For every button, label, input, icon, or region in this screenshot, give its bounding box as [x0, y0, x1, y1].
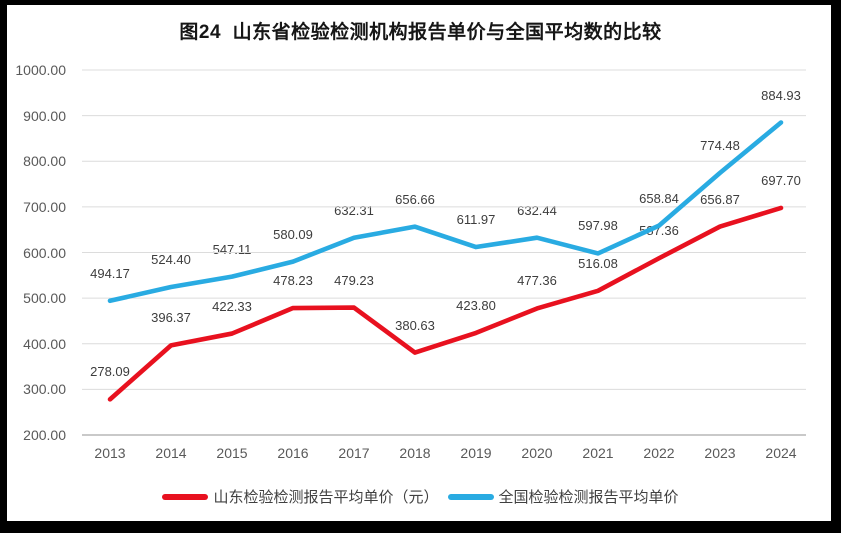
x-axis-tick: 2023 — [704, 445, 736, 461]
y-axis-tick: 800.00 — [23, 153, 66, 170]
x-axis-tick: 2018 — [399, 445, 431, 461]
legend-item-shandong: 山东检验检测报告平均单价（元） — [162, 486, 439, 507]
x-axis-tick: 2013 — [94, 445, 126, 461]
legend-label-national: 全国检验检测报告平均单价 — [498, 489, 679, 506]
data-label: 494.17 — [90, 265, 130, 281]
legend-swatch-shandong-icon — [162, 493, 209, 500]
series-line-shandong — [107, 205, 784, 402]
x-axis-tick: 2024 — [765, 445, 797, 461]
data-label: 278.09 — [90, 364, 130, 380]
legend-item-national: 全国检验检测报告平均单价 — [447, 486, 679, 507]
x-axis-tick: 2014 — [155, 445, 187, 461]
data-label: 587.36 — [639, 223, 679, 239]
data-label: 656.66 — [395, 191, 435, 207]
y-axis-tick: 300.00 — [23, 381, 66, 398]
x-axis-tick: 2020 — [521, 445, 553, 461]
y-axis-tick: 1000.00 — [15, 62, 66, 78]
legend-label-shandong: 山东检验检测报告平均单价（元） — [213, 489, 439, 506]
y-axis-tick: 500.00 — [23, 290, 66, 307]
data-label: 597.98 — [578, 218, 618, 234]
data-label: 516.08 — [578, 255, 618, 271]
data-label: 477.36 — [517, 273, 557, 289]
x-axis-tick: 2021 — [582, 445, 614, 461]
data-label: 697.70 — [761, 172, 801, 188]
data-label: 479.23 — [334, 272, 374, 288]
data-label: 580.09 — [273, 226, 313, 242]
data-label: 380.63 — [395, 317, 435, 333]
x-axis-tick: 2016 — [277, 445, 309, 461]
data-label: 396.37 — [151, 310, 191, 326]
x-axis-tick: 2022 — [643, 445, 675, 461]
data-label: 658.84 — [639, 190, 679, 206]
y-axis-tick: 600.00 — [23, 244, 66, 261]
data-label: 656.87 — [700, 191, 740, 207]
data-label: 422.33 — [212, 298, 252, 314]
x-axis-tick: 2019 — [460, 445, 492, 461]
data-label: 423.80 — [456, 297, 496, 313]
legend-swatch-national-icon — [447, 493, 494, 500]
series-line-national — [107, 120, 784, 304]
data-label: 611.97 — [456, 212, 496, 228]
y-axis-tick: 900.00 — [23, 107, 66, 124]
y-axis-tick: 200.00 — [23, 427, 66, 443]
data-label: 524.40 — [151, 251, 191, 267]
y-axis-tick: 700.00 — [23, 198, 66, 215]
x-axis-tick: 2015 — [216, 445, 248, 461]
chart-legend: 山东检验检测报告平均单价（元） 全国检验检测报告平均单价 — [0, 486, 841, 507]
data-label: 478.23 — [273, 273, 313, 289]
data-label: 884.93 — [761, 87, 801, 103]
x-axis-tick: 2017 — [338, 445, 370, 461]
chart-title: 图24 山东省检验检测机构报告单价与全国平均数的比较 — [179, 22, 662, 43]
y-axis-tick: 400.00 — [23, 335, 66, 352]
data-label: 774.48 — [700, 137, 740, 153]
